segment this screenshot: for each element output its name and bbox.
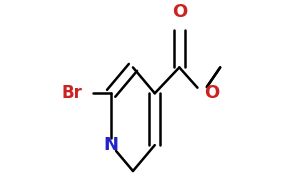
Text: Br: Br [61, 84, 82, 102]
Text: N: N [104, 136, 119, 154]
Text: O: O [172, 3, 187, 21]
Text: O: O [204, 84, 219, 102]
